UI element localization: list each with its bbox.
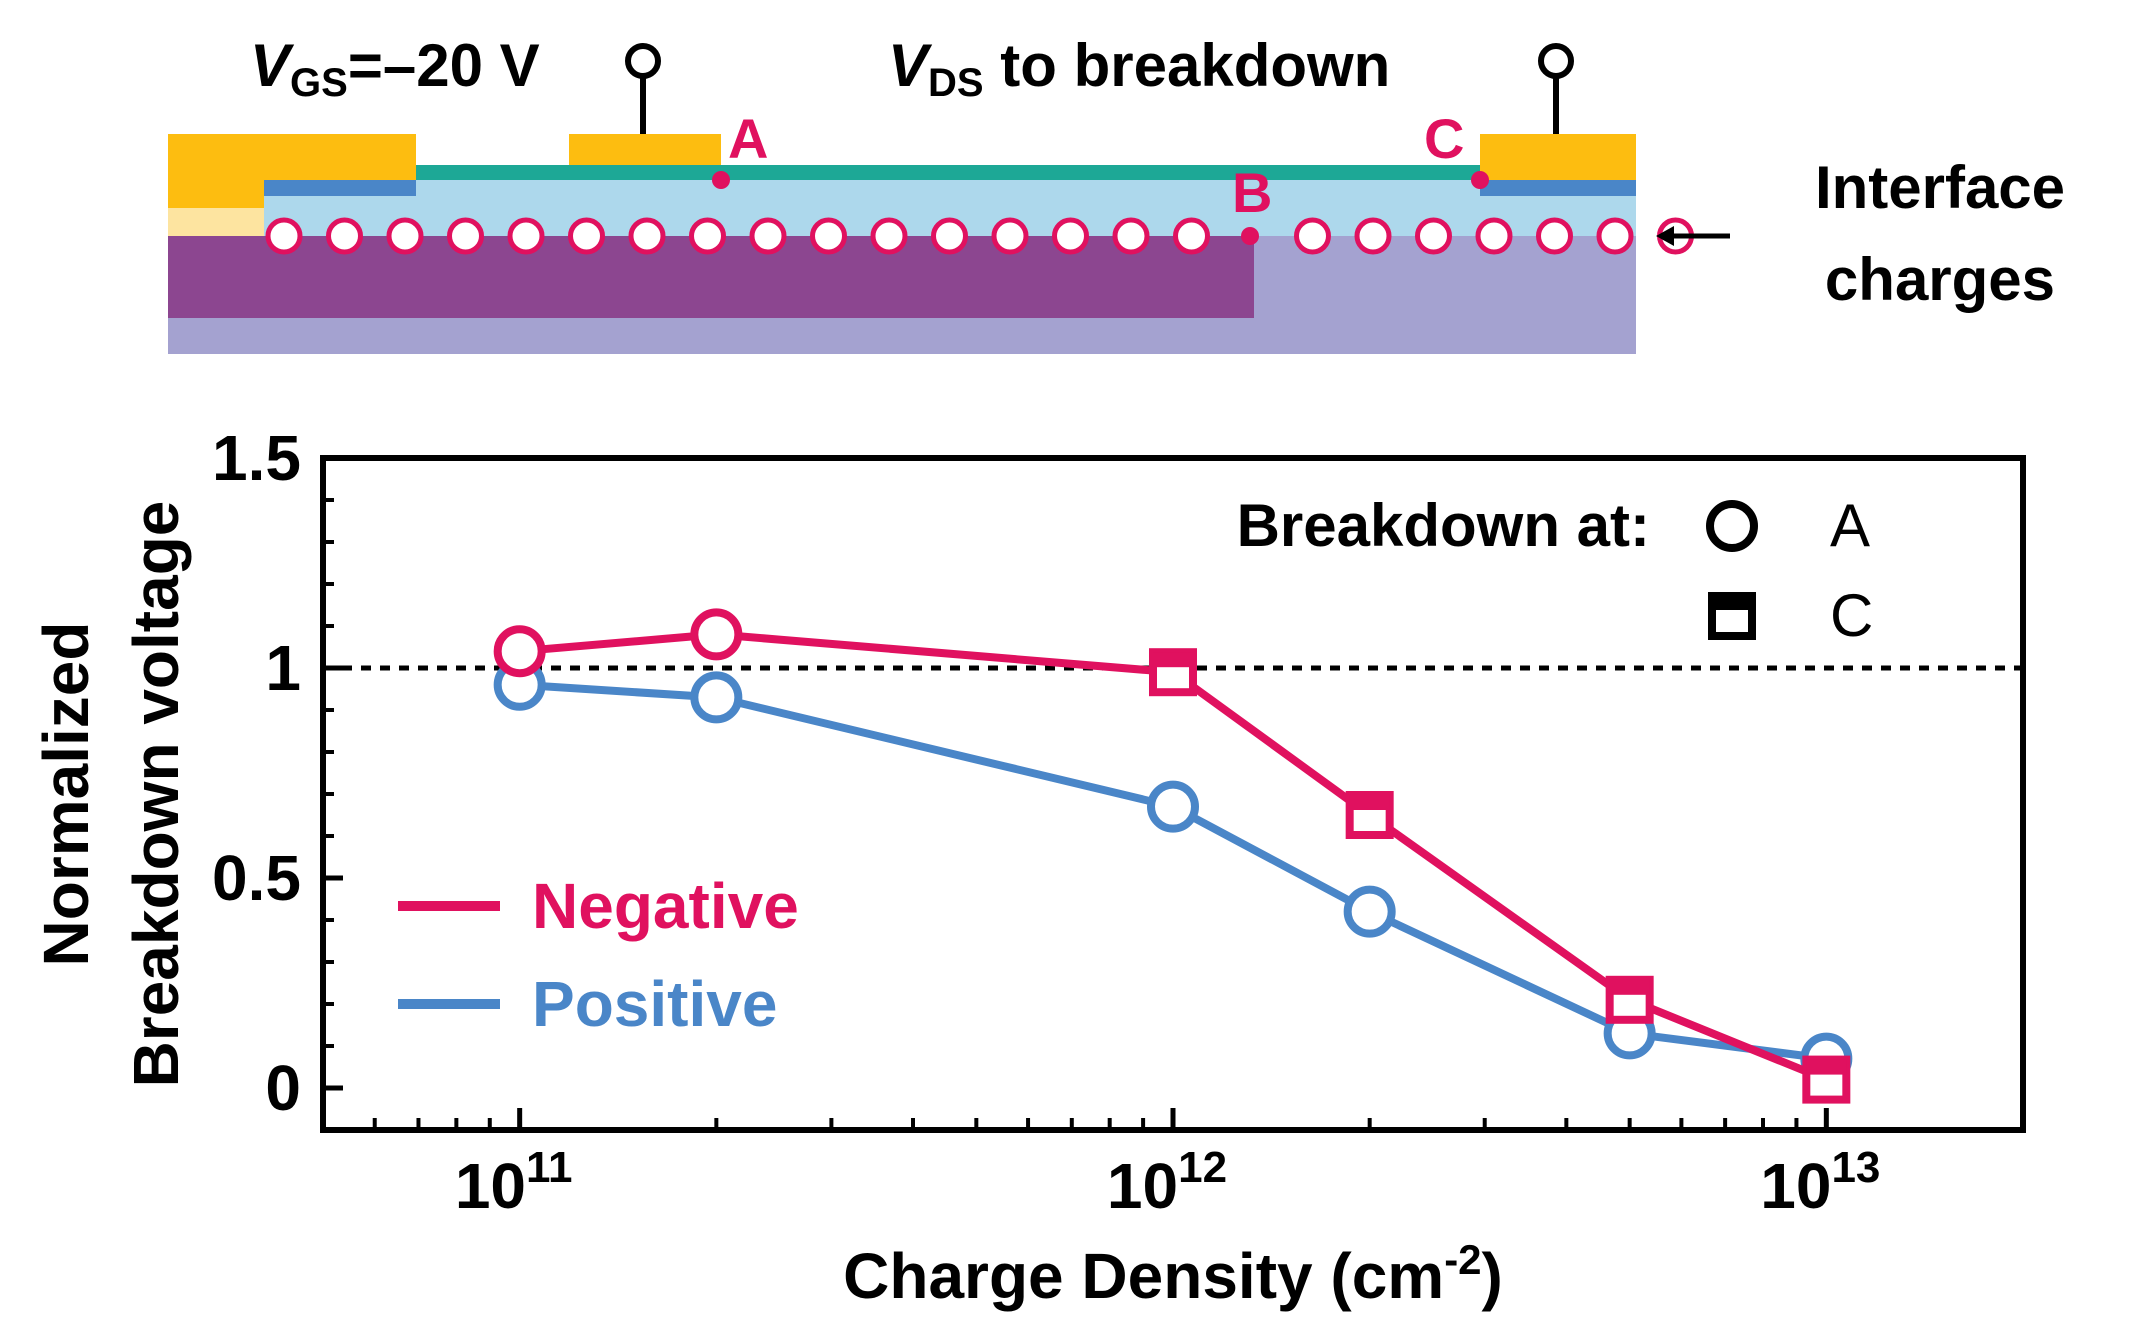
positive-point-a-marker bbox=[1147, 780, 1199, 833]
negative-point-c-fill bbox=[1153, 652, 1193, 668]
y-axis-title-line2: Breakdown voltage bbox=[120, 501, 192, 1088]
x-tick-label: 1011 bbox=[455, 1143, 573, 1222]
negative-point-c-marker bbox=[1345, 791, 1394, 839]
series-legend: Negative Positive bbox=[398, 870, 799, 1040]
interface-charge bbox=[1596, 217, 1634, 255]
interface-charge bbox=[689, 217, 726, 255]
marker-legend-a-label: A bbox=[1830, 492, 1870, 559]
interface-charge bbox=[810, 217, 847, 255]
negative-point-c-marker bbox=[1149, 648, 1197, 697]
negative-point-a-marker bbox=[690, 608, 743, 661]
negative-series-line bbox=[519, 630, 1828, 1084]
negative-point-c-marker bbox=[1802, 1055, 1851, 1104]
vgs-label: VGS=–20 V bbox=[250, 32, 540, 105]
y-tick-label: 0.5 bbox=[212, 842, 301, 914]
interface-charge bbox=[1052, 217, 1089, 255]
y-axis-title-line1: Normalized bbox=[30, 622, 102, 967]
marker-legend-c-fill bbox=[1712, 596, 1752, 610]
x-tick-label: 1012 bbox=[1107, 1143, 1227, 1222]
interface-charge bbox=[1475, 217, 1513, 255]
interface-charge bbox=[628, 217, 666, 255]
interface-charge bbox=[326, 217, 363, 255]
interface-charge bbox=[931, 217, 968, 255]
source-contact bbox=[168, 134, 264, 208]
interface-charge bbox=[749, 217, 787, 255]
interface-charge bbox=[870, 217, 908, 255]
source-contact-base bbox=[168, 208, 264, 236]
x-tick-label: 1013 bbox=[1760, 1143, 1880, 1222]
vds-label: VDS to breakdown bbox=[888, 32, 1390, 105]
channel-layer bbox=[416, 165, 1480, 180]
interface-charge bbox=[1354, 217, 1392, 255]
breakdown-chart: 0 0.5 1 1.5 1011 1012 1013 Charge Density (cm… bbox=[30, 422, 2026, 1312]
interface-charge bbox=[1415, 217, 1452, 255]
y-axis: 0 0.5 1 1.5 bbox=[212, 422, 343, 1124]
point-b-marker bbox=[1241, 227, 1259, 245]
negative-point-c-fill bbox=[1349, 795, 1390, 810]
marker-legend-title: Breakdown at: bbox=[1237, 492, 1650, 559]
gate-contact bbox=[569, 134, 721, 165]
interface-charge bbox=[568, 217, 605, 255]
y-tick-label: 1.5 bbox=[212, 422, 301, 494]
drain-contact bbox=[1480, 134, 1636, 180]
negative-point-a-marker bbox=[493, 625, 546, 678]
interface-charge bbox=[386, 217, 424, 255]
interface-charge bbox=[507, 217, 545, 255]
interface-charge bbox=[1536, 217, 1573, 255]
interface-charge bbox=[447, 217, 484, 255]
negative-point-c-fill bbox=[1806, 1059, 1847, 1075]
interface-charge bbox=[1294, 217, 1331, 255]
interface-arrow-head bbox=[1656, 226, 1674, 246]
legend-positive-label: Positive bbox=[532, 968, 777, 1040]
point-c-label: C bbox=[1424, 107, 1464, 170]
source-thin-layer bbox=[264, 180, 416, 196]
interface-label-line2: charges bbox=[1825, 246, 2055, 313]
x-axis: 1011 1012 1013 bbox=[321, 1108, 2025, 1222]
series-group bbox=[493, 608, 1853, 1104]
legend-negative-label: Negative bbox=[532, 870, 799, 942]
marker-legend-c-label: C bbox=[1830, 582, 1873, 649]
point-a-label: A bbox=[728, 107, 768, 170]
interface-charge bbox=[265, 217, 303, 255]
point-b-label: B bbox=[1232, 161, 1272, 224]
marker-legend-a-icon bbox=[1706, 500, 1758, 552]
y-tick-label: 1 bbox=[265, 632, 301, 704]
interface-charges bbox=[265, 217, 1694, 255]
negative-point-c-marker bbox=[1605, 975, 1654, 1024]
y-tick-label: 0 bbox=[265, 1052, 301, 1124]
marker-legend: Breakdown at: A C bbox=[1237, 492, 1874, 649]
negative-point-c-fill bbox=[1609, 979, 1650, 995]
interface-label-line1: Interface bbox=[1815, 154, 2065, 221]
positive-point-a-marker bbox=[1343, 885, 1396, 938]
source-contact-top bbox=[264, 134, 416, 180]
device-schematic: A B C VGS=–20 V VDS to breakdown Interfa… bbox=[168, 32, 2065, 354]
gate-terminal-icon bbox=[625, 43, 661, 79]
positive-series-line bbox=[519, 680, 1827, 1063]
positive-point-a-marker bbox=[690, 671, 743, 724]
interface-charge bbox=[1112, 217, 1150, 255]
drain-terminal-icon bbox=[1538, 43, 1574, 79]
x-axis-title: Charge Density (cm-2) bbox=[843, 1236, 1503, 1312]
drain-thin-layer bbox=[1480, 180, 1636, 196]
interface-charge bbox=[991, 217, 1029, 255]
point-a-marker bbox=[712, 171, 730, 189]
point-c-marker bbox=[1471, 171, 1489, 189]
interface-charge bbox=[1173, 217, 1210, 255]
